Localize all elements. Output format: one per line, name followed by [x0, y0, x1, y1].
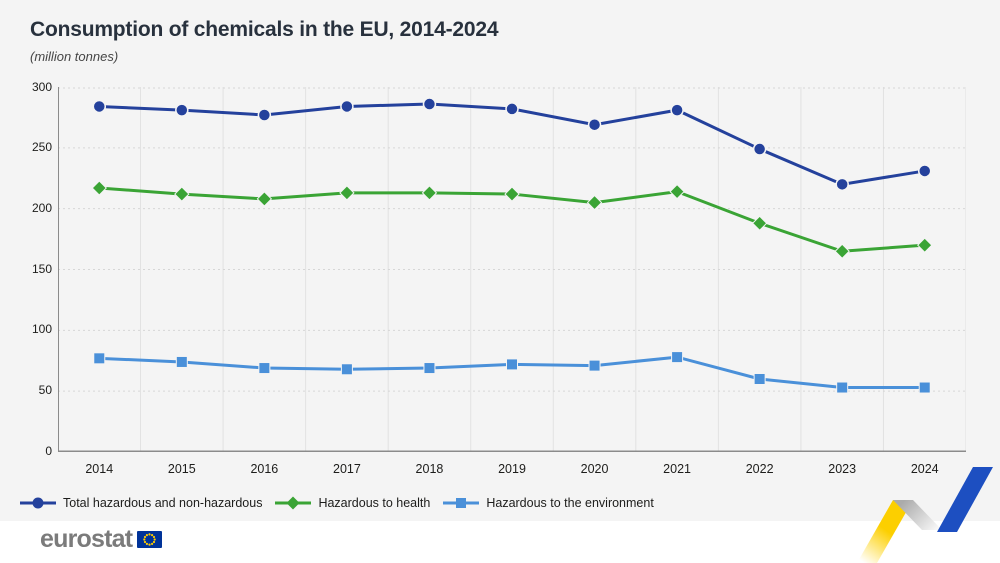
y-tick-label: 150: [31, 261, 52, 276]
y-tick-label: 300: [31, 80, 52, 94]
data-point-square: [258, 362, 271, 375]
x-tick-label: 2021: [663, 462, 691, 476]
x-tick-label: 2019: [498, 462, 526, 476]
footer-strip: [0, 521, 1000, 563]
data-point-circle: [917, 164, 932, 178]
data-point-square: [423, 362, 436, 375]
legend-item-label: Hazardous to health: [318, 496, 431, 510]
yellow-blue-ribbon-icon: [857, 467, 993, 563]
x-tick-label: 2023: [828, 462, 857, 476]
chart-plot-area: [58, 87, 966, 452]
legend-item: Hazardous to the environment: [443, 495, 654, 511]
data-point-circle: [670, 103, 684, 117]
x-tick-label: 2018: [415, 462, 444, 476]
chart-background: [0, 0, 1000, 521]
eurostat-logo: eurostat: [40, 525, 163, 553]
data-point-diamond: [174, 186, 190, 202]
data-point-diamond: [751, 215, 768, 231]
data-point-circle: [835, 177, 849, 192]
data-point-square: [93, 352, 106, 365]
data-point-diamond: [504, 186, 520, 202]
legend-square-icon: [443, 498, 480, 508]
data-point-diamond: [917, 237, 933, 253]
x-tick-label: 2016: [250, 462, 279, 476]
data-point-square: [175, 355, 188, 368]
data-point-square: [588, 359, 601, 372]
data-point-diamond: [91, 180, 107, 196]
x-tick-label: 2024: [910, 462, 939, 476]
data-point-square: [753, 373, 766, 385]
page-subtitle: (million tonnes): [30, 49, 119, 64]
legend-circle-icon: [20, 497, 56, 509]
data-point-circle: [422, 97, 437, 111]
legend-item: Hazardous to health: [275, 495, 430, 511]
data-point-diamond: [669, 183, 685, 200]
y-tick-label: 50: [38, 383, 52, 398]
data-point-circle: [505, 102, 519, 116]
data-point-diamond: [586, 194, 603, 211]
chart-legend: Total hazardous and non-hazardous Hazardo…: [20, 495, 654, 511]
data-point-diamond: [256, 191, 273, 207]
y-tick-label: 0: [45, 444, 52, 458]
eu-flag-icon: [137, 531, 163, 548]
data-point-diamond: [834, 243, 850, 259]
data-point-diamond: [339, 185, 355, 201]
data-point-circle: [752, 142, 767, 156]
data-point-circle: [257, 108, 272, 122]
x-tick-label: 2015: [167, 462, 196, 476]
data-point-circle: [340, 99, 354, 114]
data-point-square: [671, 351, 684, 364]
data-point-square: [836, 381, 849, 394]
data-point-diamond: [421, 185, 438, 201]
eurostat-logo-text: eurostat: [40, 525, 133, 553]
y-tick-label: 250: [31, 139, 52, 154]
legend-item: Total hazardous and non-hazardous: [20, 495, 262, 511]
data-point-circle: [587, 117, 602, 132]
data-point-square: [506, 358, 518, 371]
legend-item-label: Hazardous to the environment: [486, 496, 654, 510]
y-tick-label: 200: [31, 200, 52, 215]
legend-diamond-icon: [275, 496, 312, 510]
y-tick-label: 100: [31, 322, 52, 337]
legend-item-label: Total hazardous and non-hazardous: [63, 496, 263, 510]
x-tick-label: 2014: [85, 462, 114, 476]
page-title: Consumption of chemicals in the EU, 2014…: [30, 18, 499, 41]
x-tick-label: 2022: [745, 462, 774, 476]
data-point-circle: [92, 99, 107, 114]
x-tick-label: 2017: [333, 462, 361, 476]
data-point-square: [340, 363, 353, 376]
x-tick-label: 2020: [580, 462, 609, 476]
data-point-square: [918, 381, 931, 394]
data-point-circle: [175, 103, 189, 117]
